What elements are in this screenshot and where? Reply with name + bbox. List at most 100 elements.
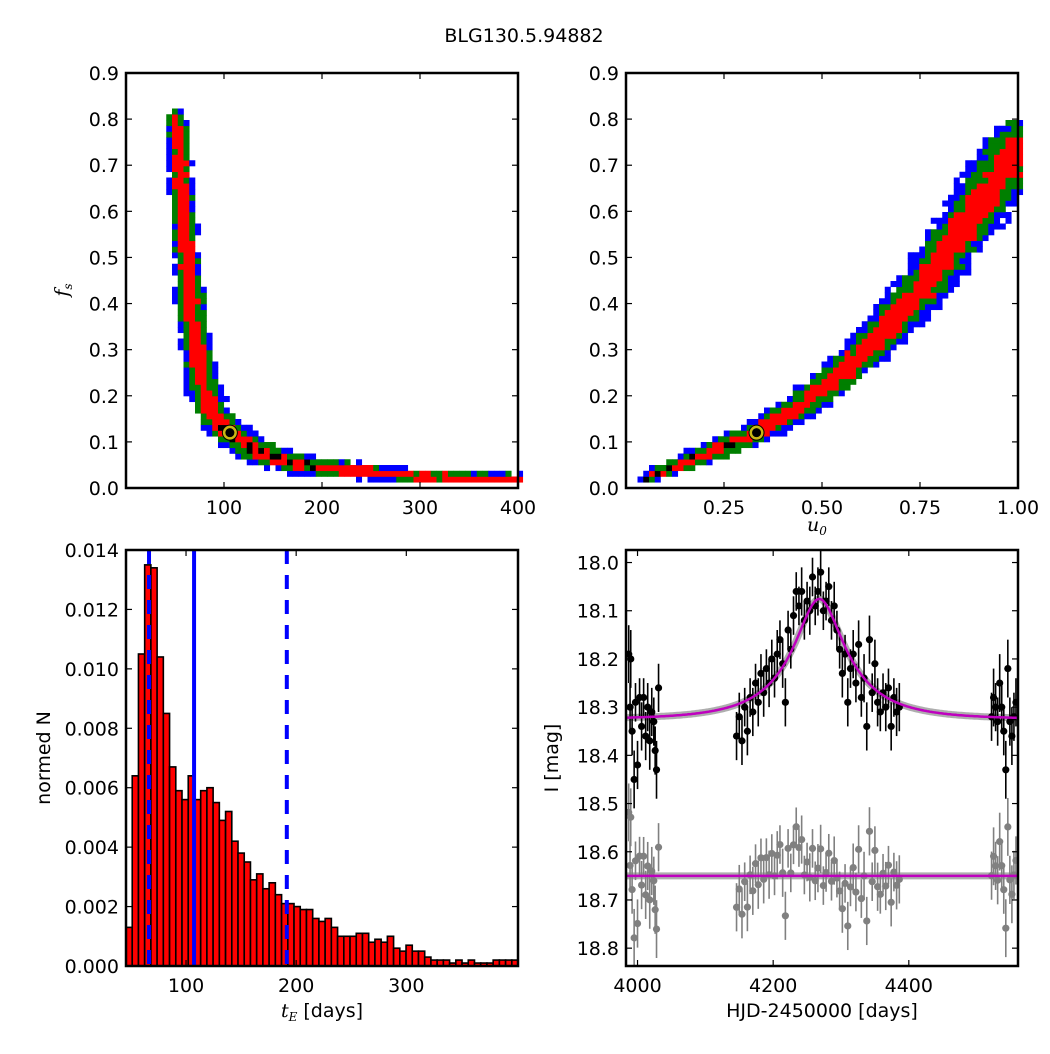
- confidence-cell: [988, 148, 995, 155]
- confidence-cell: [781, 407, 788, 414]
- confidence-cell: [953, 217, 960, 224]
- confidence-cell: [971, 194, 978, 201]
- residual-point: [738, 910, 746, 918]
- x-tick-label: 100: [206, 497, 242, 519]
- confidence-cell: [965, 246, 972, 253]
- histogram-bar: [336, 935, 345, 967]
- confidence-cell: [959, 263, 966, 270]
- histogram-bar: [262, 887, 270, 967]
- confidence-cell: [292, 465, 299, 472]
- y-tick-label: 0.004: [65, 837, 119, 859]
- residual-point: [846, 883, 855, 891]
- confidence-cell: [769, 413, 776, 420]
- confidence-cell: [965, 252, 972, 259]
- x-axis-label-subscript: E: [288, 1010, 298, 1024]
- confidence-cell: [856, 332, 863, 339]
- confidence-cell: [281, 465, 288, 472]
- confidence-cell: [890, 315, 897, 322]
- confidence-cell: [241, 447, 248, 454]
- confidence-cell: [172, 217, 179, 224]
- confidence-cell: [177, 292, 184, 299]
- confidence-cell: [907, 298, 914, 305]
- confidence-cell: [212, 384, 219, 391]
- histogram-bar: [243, 861, 252, 967]
- confidence-cell: [212, 378, 219, 385]
- confidence-cell: [683, 465, 690, 472]
- confidence-cell: [907, 292, 914, 299]
- confidence-cell: [200, 413, 207, 420]
- confidence-cell: [246, 424, 253, 431]
- confidence-cell: [183, 298, 190, 305]
- confidence-cell: [861, 355, 868, 362]
- confidence-cell: [177, 327, 184, 334]
- confidence-cell: [942, 246, 949, 253]
- data-point: [803, 597, 811, 605]
- confidence-cell: [959, 240, 966, 247]
- confidence-cell: [879, 327, 886, 334]
- confidence-cell: [988, 189, 995, 196]
- confidence-cell: [936, 269, 943, 276]
- confidence-cell: [183, 355, 190, 362]
- confidence-cell: [838, 367, 845, 374]
- confidence-cell: [965, 160, 972, 167]
- confidence-cell: [861, 361, 868, 368]
- confidence-cell: [953, 235, 960, 242]
- y-tick-label: 18.5: [577, 794, 619, 816]
- confidence-cell: [177, 206, 184, 213]
- confidence-cell: [873, 332, 880, 339]
- confidence-cell: [183, 286, 190, 293]
- confidence-cell: [200, 321, 207, 328]
- x-tick-label: 0.25: [703, 497, 745, 519]
- confidence-cell: [959, 194, 966, 201]
- confidence-cell: [999, 166, 1006, 173]
- confidence-cell: [953, 246, 960, 253]
- confidence-cell: [988, 200, 995, 207]
- confidence-cell: [218, 424, 225, 431]
- residual-point: [781, 912, 789, 920]
- confidence-cell: [1011, 125, 1018, 132]
- confidence-cell: [373, 476, 380, 483]
- confidence-cell: [166, 148, 173, 155]
- confidence-cell: [189, 252, 196, 259]
- confidence-cell: [982, 160, 989, 167]
- confidence-cell: [712, 436, 719, 443]
- confidence-cell: [948, 217, 955, 224]
- y-axis-label: fs: [51, 283, 75, 298]
- confidence-cell: [212, 396, 219, 403]
- confidence-cell: [838, 355, 845, 362]
- residual-point: [857, 895, 865, 903]
- residual-point: [646, 896, 654, 904]
- confidence-cell: [206, 390, 213, 397]
- confidence-cell: [976, 148, 983, 155]
- confidence-cell: [982, 171, 989, 178]
- confidence-cell: [913, 281, 920, 288]
- confidence-cell: [212, 373, 219, 380]
- confidence-cell: [172, 194, 179, 201]
- confidence-cell: [206, 407, 213, 414]
- confidence-cell: [195, 361, 202, 368]
- confidence-cell: [206, 350, 213, 357]
- confidence-cell: [936, 281, 943, 288]
- confidence-cell: [1017, 143, 1024, 150]
- confidence-cell: [258, 453, 265, 460]
- confidence-cell: [994, 166, 1001, 173]
- confidence-cell: [925, 292, 932, 299]
- confidence-cell: [177, 252, 184, 259]
- confidence-cell: [925, 252, 932, 259]
- confidence-cell: [402, 465, 409, 472]
- confidence-cell: [677, 453, 684, 460]
- residual-point: [798, 835, 806, 844]
- confidence-cell: [879, 304, 886, 311]
- confidence-cell: [218, 419, 225, 426]
- confidence-cell: [988, 137, 995, 144]
- data-point: [784, 626, 792, 634]
- confidence-cell: [189, 396, 196, 403]
- confidence-cell: [172, 120, 179, 127]
- confidence-cell: [752, 419, 759, 426]
- x-axis-label: tE [days]: [281, 1000, 363, 1024]
- confidence-cell: [994, 171, 1001, 178]
- confidence-cell: [712, 453, 719, 460]
- confidence-cell: [304, 470, 311, 477]
- confidence-cell: [988, 194, 995, 201]
- confidence-cell: [172, 263, 179, 270]
